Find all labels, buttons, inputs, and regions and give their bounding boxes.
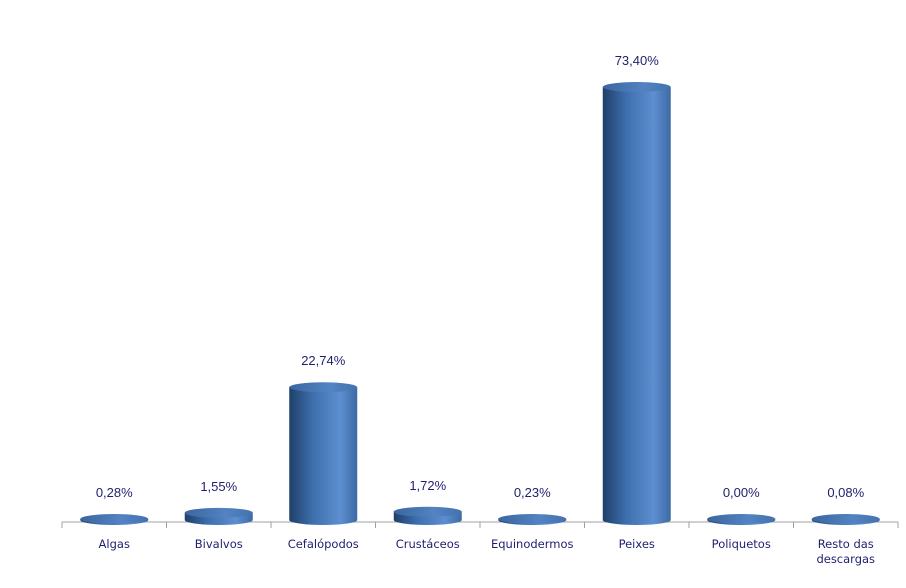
bar xyxy=(602,82,671,525)
x-tick-label: Peixes xyxy=(619,537,655,551)
bar-top xyxy=(184,507,253,518)
x-tick-label: Bivalvos xyxy=(195,537,243,551)
x-tick-label: Equinodermos xyxy=(491,537,574,551)
bar xyxy=(80,514,149,525)
bar-top xyxy=(707,514,776,524)
bar-body xyxy=(289,387,358,525)
data-label: 0,23% xyxy=(514,485,551,500)
bar xyxy=(289,382,358,525)
bar-top xyxy=(498,514,567,524)
x-tick-label: Resto das descargas xyxy=(816,537,875,566)
data-label: 0,28% xyxy=(96,485,133,500)
data-label: 0,08% xyxy=(827,485,864,500)
bar xyxy=(811,514,880,525)
bar xyxy=(498,514,567,525)
bar xyxy=(393,506,462,525)
data-label: 73,40% xyxy=(615,53,660,68)
data-label: 1,72% xyxy=(409,478,446,493)
data-label: 22,74% xyxy=(301,353,346,368)
bar xyxy=(707,514,776,525)
bar-top xyxy=(811,514,880,524)
bar-top xyxy=(80,514,149,524)
bar-body xyxy=(602,87,671,525)
x-tick-label: Crustáceos xyxy=(396,537,460,551)
bar xyxy=(184,507,253,525)
data-label: 1,55% xyxy=(200,479,237,494)
bar-top xyxy=(602,82,671,92)
x-tick-label: Poliquetos xyxy=(712,537,771,551)
data-label: 0,00% xyxy=(723,485,760,500)
x-tick-label: Cefalópodos xyxy=(288,537,359,551)
bar-top xyxy=(393,506,462,517)
x-tick-label: Algas xyxy=(99,537,130,551)
bar-top xyxy=(289,382,358,393)
